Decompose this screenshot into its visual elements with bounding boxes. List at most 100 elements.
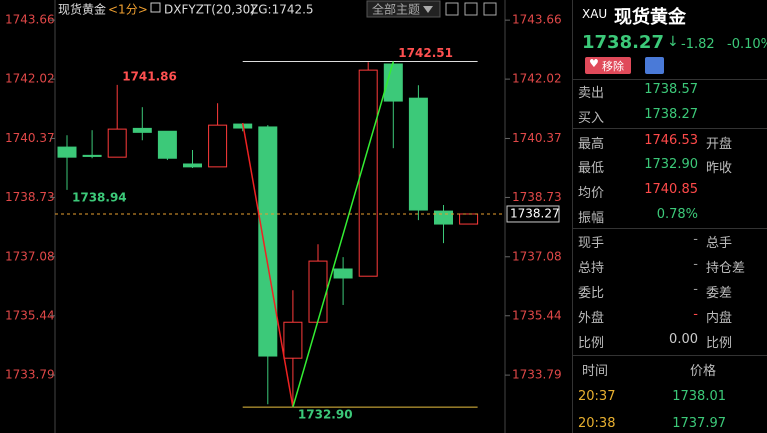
field-value: -	[693, 307, 698, 322]
symbol-code: XAU	[582, 7, 608, 21]
y2-tick-label: 1743.66	[512, 13, 562, 27]
field-label: 振幅	[578, 211, 605, 226]
y-tick-label: 1742.02	[5, 72, 55, 86]
change: -1.82	[681, 37, 715, 52]
field-label: 总手	[706, 236, 733, 251]
indicator-icon[interactable]	[150, 2, 161, 13]
field-label: 最低	[578, 161, 605, 176]
indicator-value: ZG:1742.5	[250, 3, 314, 17]
field-label: 委比	[578, 286, 605, 301]
remove-button[interactable]	[585, 57, 631, 74]
candle-body	[208, 124, 228, 168]
icon-button[interactable]	[464, 2, 478, 16]
candle-body	[258, 126, 278, 357]
field-value: 1738.57	[644, 82, 698, 97]
field-value: 1746.53	[644, 133, 698, 148]
field-label: 开盘	[706, 137, 733, 152]
y-tick-label: 1737.08	[5, 249, 55, 263]
candle-body	[408, 97, 428, 211]
last-price-label: 1738.27	[510, 206, 560, 220]
candle-body	[459, 213, 479, 225]
field-value: 0.78%	[656, 207, 698, 222]
chart: 现货黄金 <1分> DXFYZT(20,30) ZG:1742.5 全部主题 1…	[5, 0, 562, 433]
icon-button[interactable]	[445, 2, 459, 16]
field-value: -	[693, 257, 698, 272]
y2-tick-label: 1737.08	[512, 249, 562, 263]
candle-body	[132, 127, 152, 133]
low-label: 1738.94	[72, 190, 127, 204]
dropdown-arrow[interactable]	[423, 6, 433, 13]
field-label: 总持	[578, 261, 605, 276]
trade-time: 20:37	[578, 389, 616, 404]
field-label: 现手	[578, 236, 605, 251]
high-label: 1742.51	[398, 46, 453, 60]
candle-body	[82, 154, 102, 157]
y-tick-label: 1733.79	[5, 368, 55, 382]
separator	[573, 79, 767, 80]
zigzag-segment	[241, 122, 294, 408]
candle-body	[57, 146, 77, 158]
y-tick-label: 1743.66	[5, 13, 55, 27]
heart-icon[interactable]: ♥	[589, 57, 599, 70]
zigzag-segment	[292, 61, 395, 408]
trade-time: 20:38	[578, 416, 616, 431]
y2-tick-label: 1733.79	[512, 368, 562, 382]
separator	[573, 228, 767, 229]
field-value: 1740.85	[644, 182, 698, 197]
trade-price: 1738.01	[672, 389, 726, 404]
symbol-name: 现货黄金	[614, 7, 686, 28]
field-label: 比例	[578, 336, 605, 351]
candle-body	[157, 130, 177, 159]
field-label: 卖出	[578, 86, 605, 101]
field-label: 内盘	[706, 311, 733, 326]
field-label: 比例	[706, 336, 733, 351]
trade-price: 1737.97	[672, 416, 726, 431]
bell-button[interactable]	[645, 57, 664, 74]
trades-header: 时间	[582, 364, 609, 379]
y-tick-label: 1738.73	[5, 190, 55, 204]
field-label: 昨收	[706, 161, 733, 176]
change-pct: -0.10%	[727, 37, 767, 52]
period[interactable]: <1分>	[108, 3, 148, 17]
separator	[573, 128, 767, 129]
indicator-name: DXFYZT(20,30)	[164, 3, 255, 17]
high-label: 1741.86	[122, 69, 177, 83]
theme-button-label[interactable]: 全部主题	[372, 2, 420, 17]
down-arrow: ↓	[667, 34, 679, 50]
panel-divider	[572, 0, 573, 433]
field-value: -	[693, 282, 698, 297]
candle-body	[333, 268, 353, 279]
field-label: 持仓差	[706, 261, 746, 276]
field-value: 0.00	[669, 332, 698, 347]
candle-body	[308, 260, 328, 323]
y2-tick-label: 1740.37	[512, 131, 562, 145]
trades-header: 价格	[690, 364, 717, 379]
field-value: -	[693, 232, 698, 247]
y2-tick-label: 1735.44	[512, 308, 562, 322]
last-price-box	[506, 205, 560, 223]
y-tick-label: 1735.44	[5, 308, 55, 322]
candle-body	[107, 128, 127, 158]
candle-body	[183, 163, 202, 168]
field-value: 1732.90	[644, 157, 698, 172]
remove-label[interactable]: 移除	[602, 60, 624, 73]
field-label: 外盘	[578, 311, 605, 326]
candle-body	[283, 321, 303, 359]
y2-tick-label: 1738.73	[512, 190, 562, 204]
chart-title: 现货黄金	[58, 2, 106, 17]
low-label: 1732.90	[298, 408, 353, 422]
field-label: 买入	[578, 111, 605, 126]
candle-body	[358, 69, 378, 277]
field-label: 委差	[706, 286, 733, 301]
y-tick-label: 1740.37	[5, 131, 55, 145]
price: 1738.27	[582, 32, 664, 53]
separator	[573, 355, 767, 356]
field-label: 最高	[578, 137, 605, 152]
icon-button[interactable]	[483, 2, 497, 16]
y2-tick-label: 1742.02	[512, 72, 562, 86]
field-value: 1738.27	[644, 107, 698, 122]
field-label: 均价	[578, 186, 605, 201]
theme-button[interactable]	[366, 0, 441, 18]
candle-body	[434, 210, 453, 225]
